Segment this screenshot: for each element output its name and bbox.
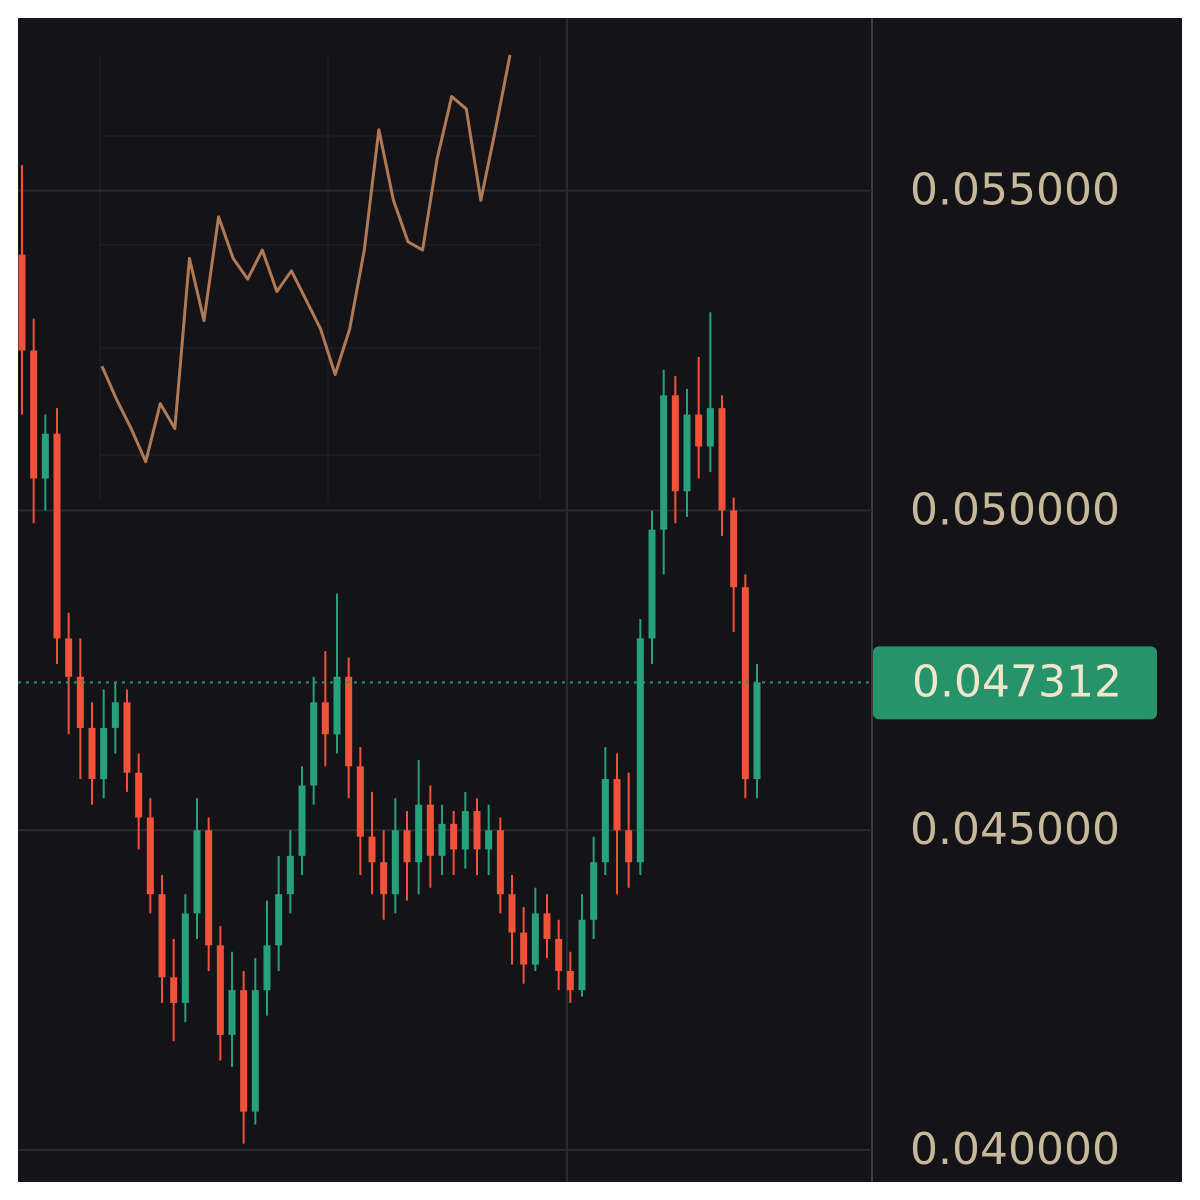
candle-body [251, 990, 259, 1112]
candle-body [100, 727, 108, 780]
candle-body [718, 408, 726, 511]
candle-body [613, 779, 621, 831]
current-price-label: 0.047312 [912, 656, 1122, 707]
candle-body [450, 823, 458, 850]
candle-body [205, 830, 213, 946]
candle-body [76, 676, 84, 728]
candle-body [438, 823, 446, 856]
candle-body [345, 676, 353, 767]
chart-background [18, 18, 1182, 1182]
candle-body [520, 932, 528, 965]
candle-body [730, 510, 738, 588]
candle-body [170, 977, 178, 1003]
candle-body [111, 702, 119, 728]
candle-body [380, 862, 388, 895]
candle-body [356, 766, 364, 837]
candle-body [590, 862, 598, 920]
candle-body [228, 990, 236, 1035]
y-tick-label: 0.045000 [910, 804, 1120, 855]
candle-body [333, 676, 341, 735]
candle-body [671, 395, 679, 492]
candle-body [158, 894, 166, 978]
candle-body [683, 414, 691, 492]
candle-body [123, 702, 131, 773]
candle-body [65, 638, 73, 677]
candle-body [426, 804, 434, 856]
candle-body [415, 804, 423, 863]
inset-line [100, 54, 512, 464]
inset [99, 55, 541, 500]
candle-body [181, 913, 189, 1003]
candle-body [240, 990, 248, 1112]
y-tick-label: 0.055000 [910, 165, 1120, 216]
candle-body [216, 945, 224, 1035]
current-price-tag [873, 646, 1157, 720]
candle-body [753, 682, 761, 780]
candle-body [473, 811, 481, 850]
candle-body [660, 395, 668, 530]
candle-body [496, 830, 504, 895]
candle-body [321, 702, 329, 735]
candle-body [706, 408, 714, 447]
candle-body [403, 830, 411, 863]
candle-body [461, 811, 469, 850]
candle-body [18, 254, 26, 351]
y-tick-label: 0.040000 [910, 1124, 1120, 1175]
candle-body [625, 830, 633, 863]
candle-body [146, 817, 154, 895]
candle-body [368, 836, 376, 863]
candle-body [193, 830, 201, 914]
candle-body [566, 970, 574, 991]
candle-body [30, 350, 38, 479]
candle-body [310, 702, 318, 786]
candle-body [391, 830, 399, 895]
candle-body [298, 785, 306, 856]
candle-body [578, 919, 586, 991]
candle-body [286, 855, 294, 895]
candle-body [263, 945, 271, 991]
candle-body [88, 727, 96, 780]
candle-body [508, 894, 516, 933]
candle-body [41, 433, 49, 479]
candle-body [485, 830, 493, 850]
candle-body [555, 938, 563, 971]
candle-body [601, 779, 609, 863]
candle-body [275, 894, 283, 946]
candle-body [695, 414, 703, 447]
candle-body [135, 772, 143, 818]
candle-body [648, 529, 656, 639]
candle-body [741, 587, 749, 780]
candle-body [543, 913, 551, 939]
candle-body [636, 638, 644, 863]
candle-body [531, 913, 539, 965]
y-tick-label: 0.050000 [910, 484, 1120, 535]
candle-body [53, 433, 61, 639]
